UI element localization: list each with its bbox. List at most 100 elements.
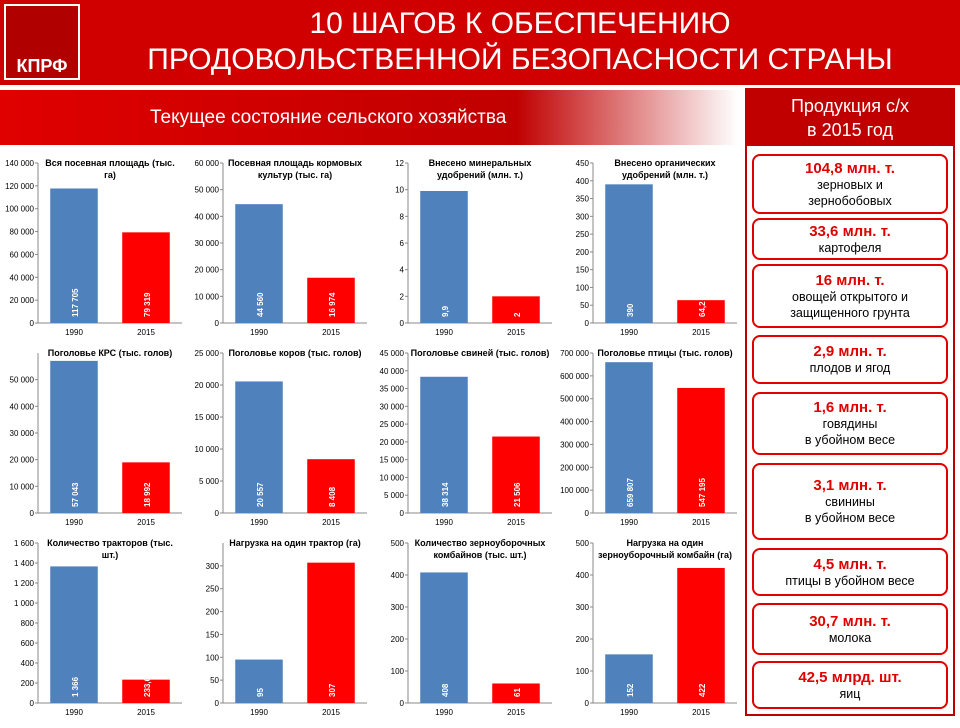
item-desc: свинины в убойном весе [804, 495, 896, 525]
item-amount: 104,8 млн. т. [805, 159, 895, 177]
y-tick-label: 250 [576, 230, 590, 239]
x-tick-label: 2015 [507, 328, 525, 337]
chart-svg: 0 100 200 300 400 500 408 1990 61 2015 [391, 539, 552, 717]
y-tick-label: 35 000 [380, 385, 405, 394]
value-label: 38 314 [441, 482, 450, 507]
y-tick-label: 200 [391, 635, 405, 644]
y-tick-label: 80 000 [10, 228, 35, 237]
y-tick-label: 20 000 [195, 381, 220, 390]
bar [122, 462, 170, 513]
y-tick-label: 25 000 [380, 420, 405, 429]
item-desc: молока [828, 630, 872, 645]
chart-title: Посевная площадь кормовых культур (тыс. … [227, 158, 363, 180]
bar [605, 184, 653, 323]
sidebar-item: 104,8 млн. т. зерновых и зернобобовых [752, 154, 948, 214]
item-desc: овощей открытого и защищенного грунта [790, 289, 910, 320]
bar [122, 232, 170, 323]
value-label: 152 [626, 683, 635, 697]
x-tick-label: 2015 [692, 708, 710, 717]
sidebar-item: 2,9 млн. т. плодов и ягод [752, 335, 948, 384]
chart-title: Поголовье птицы (тыс. голов) [597, 348, 733, 358]
chart-title: Количество зерноуборочных комбайнов (тыс… [414, 538, 546, 560]
y-tick-label: 0 [215, 509, 220, 518]
x-tick-label: 2015 [507, 518, 525, 527]
y-tick-label: 10 000 [195, 292, 220, 301]
y-tick-label: 10 000 [10, 482, 35, 491]
chart-title: Вся посевная площадь (тыс. га) [45, 158, 175, 180]
y-tick-label: 400 [391, 571, 405, 580]
x-tick-label: 1990 [435, 518, 453, 527]
chart: 0 100 000 200 000 300 000 400 000 500 000 600 … [555, 345, 740, 533]
y-tick-label: 20 000 [10, 296, 35, 305]
value-label: 233,6 [143, 676, 152, 697]
value-label: 21 506 [513, 482, 522, 507]
y-tick-label: 30 000 [10, 429, 35, 438]
item-amount: 4,5 млн. т. [813, 555, 887, 573]
y-tick-label: 1 200 [14, 579, 35, 588]
y-tick-label: 0 [585, 509, 590, 518]
y-tick-label: 200 [21, 679, 35, 688]
bar [235, 204, 283, 323]
chart-svg: 0 200 400 600 800 1 000 1 200 1 400 1 600 1 366 19… [14, 539, 182, 717]
y-tick-label: 100 [391, 667, 405, 676]
chart-title: Внесено минеральных удобрений (млн. т.) [428, 158, 532, 180]
y-tick-label: 4 [400, 266, 405, 275]
x-tick-label: 2015 [507, 708, 525, 717]
y-tick-label: 0 [585, 319, 590, 328]
y-tick-label: 100 000 [560, 486, 589, 495]
chart: 0 2 4 6 8 10 12 9,9 1990 2 2015 Внесено минеральных… [370, 155, 555, 343]
chart: 0 100 200 300 400 500 408 1990 61 2015 Количество … [370, 535, 555, 723]
header: КПРФ 10 ШАГОВ К ОБЕСПЕЧЕНИЮ ПРОДОВОЛЬСТВ… [0, 0, 960, 85]
y-tick-label: 700 000 [560, 349, 589, 358]
value-label: 61 [513, 688, 522, 697]
chart: 0 50 100 150 200 250 300 350 400 450 390 1990 64,2 20… [555, 155, 740, 343]
chart: 0 10 000 20 000 30 000 40 000 50 000 60 000 44 … [185, 155, 370, 343]
y-tick-label: 40 000 [195, 212, 220, 221]
y-tick-label: 20 000 [380, 438, 405, 447]
y-tick-label: 6 [400, 239, 405, 248]
x-tick-label: 1990 [250, 708, 268, 717]
sidebar-item: 42,5 млрд. шт. яиц [752, 661, 948, 709]
y-tick-label: 0 [30, 699, 35, 708]
y-tick-label: 45 000 [380, 349, 405, 358]
y-tick-label: 120 000 [5, 182, 34, 191]
bar [420, 191, 468, 323]
value-label: 57 043 [71, 482, 80, 507]
y-tick-label: 15 000 [380, 456, 405, 465]
x-tick-label: 2015 [137, 328, 155, 337]
y-tick-label: 0 [400, 699, 405, 708]
chart-svg: 0 5 000 10 000 15 000 20 000 25 000 30 000 35 0… [380, 349, 552, 527]
y-tick-label: 0 [215, 699, 220, 708]
item-desc: яиц [839, 686, 861, 701]
y-tick-label: 600 000 [560, 372, 589, 381]
value-label: 2 [513, 312, 522, 317]
y-tick-label: 1 400 [14, 559, 35, 568]
y-tick-label: 500 000 [560, 395, 589, 404]
item-amount: 30,7 млн. т. [809, 612, 891, 630]
y-tick-label: 30 000 [380, 402, 405, 411]
bar [677, 387, 725, 513]
x-tick-label: 2015 [137, 708, 155, 717]
sidebar-item: 1,6 млн. т. говядины в убойном весе [752, 392, 948, 455]
item-desc: картофеля [818, 240, 882, 255]
y-tick-label: 40 000 [380, 367, 405, 376]
y-tick-label: 450 [576, 159, 590, 168]
chart-title: Поголовье свиней (тыс. голов) [410, 348, 550, 358]
chart: 0 10 000 20 000 30 000 40 000 50 000 57 043 199… [0, 345, 185, 533]
value-label: 659 807 [626, 478, 635, 507]
chart-title: Нагрузка на один трактор (га) [229, 538, 361, 548]
bar [605, 654, 653, 703]
y-tick-label: 300 [576, 603, 590, 612]
chart-svg: 0 50 100 150 200 250 300 350 400 450 390 1990 64,2 20… [576, 159, 737, 337]
bar [492, 296, 540, 323]
y-tick-label: 200 [576, 248, 590, 257]
item-desc: плодов и ягод [809, 361, 891, 375]
y-tick-label: 150 [206, 630, 220, 639]
y-tick-label: 40 000 [10, 273, 35, 282]
x-tick-label: 1990 [435, 708, 453, 717]
y-tick-label: 500 [391, 539, 405, 548]
y-tick-label: 2 [400, 292, 405, 301]
y-tick-label: 1 600 [14, 539, 35, 548]
sidebar-item: 3,1 млн. т. свинины в убойном весе [752, 463, 948, 540]
